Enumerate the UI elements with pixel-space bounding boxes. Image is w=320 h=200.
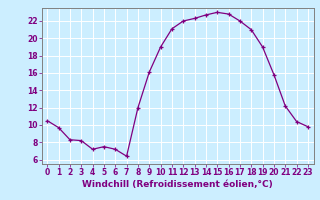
X-axis label: Windchill (Refroidissement éolien,°C): Windchill (Refroidissement éolien,°C) (82, 180, 273, 189)
